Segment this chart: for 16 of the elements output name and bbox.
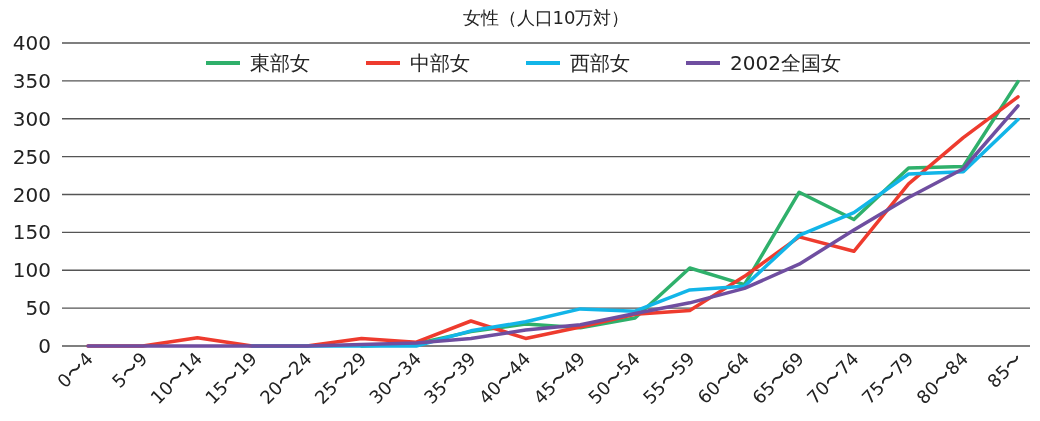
- y-tick-label: 50: [25, 296, 51, 321]
- y-tick-label: 400: [12, 31, 51, 55]
- y-tick-label: 250: [12, 144, 51, 169]
- x-tick-label: 85〜: [983, 347, 1027, 392]
- y-tick-label: 100: [12, 258, 51, 283]
- legend-label: 中部女: [410, 51, 470, 75]
- y-tick-label: 150: [12, 220, 51, 245]
- y-tick-label: 350: [12, 68, 51, 93]
- y-tick-label: 300: [12, 106, 51, 131]
- y-tick-label: 0: [38, 334, 51, 358]
- legend-label: 東部女: [250, 51, 310, 75]
- y-tick-label: 200: [12, 182, 51, 207]
- legend-label: 西部女: [570, 51, 630, 75]
- legend-label: 2002全国女: [730, 51, 841, 75]
- x-tick-label: 0〜4: [53, 347, 97, 392]
- chart-title: 女性（人口10万対）: [462, 7, 630, 28]
